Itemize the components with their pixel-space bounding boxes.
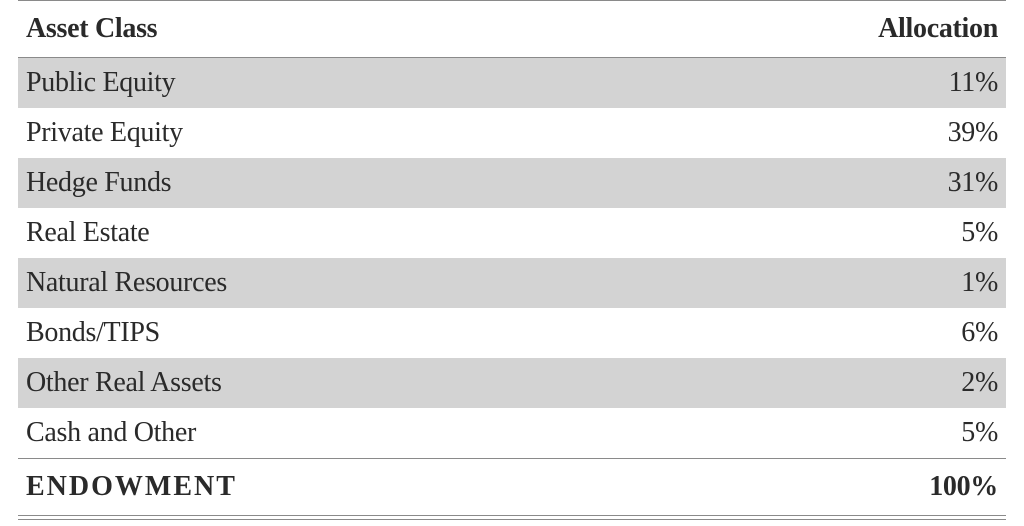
table-body: Public Equity11%Private Equity39%Hedge F… [18, 58, 1006, 459]
cell-allocation: 2% [636, 358, 1006, 408]
cell-allocation: 1% [636, 258, 1006, 308]
footer-label: ENDOWMENT [18, 459, 636, 516]
table-row: Real Estate5% [18, 208, 1006, 258]
cell-allocation: 31% [636, 158, 1006, 208]
col-header-asset-class: Asset Class [18, 1, 636, 58]
cell-asset-class: Bonds/TIPS [18, 308, 636, 358]
footer-total: 100% [636, 459, 1006, 516]
cell-asset-class: Private Equity [18, 108, 636, 158]
table-header-row: Asset Class Allocation [18, 1, 1006, 58]
cell-asset-class: Real Estate [18, 208, 636, 258]
table-row: Hedge Funds31% [18, 158, 1006, 208]
cell-allocation: 6% [636, 308, 1006, 358]
cell-allocation: 5% [636, 208, 1006, 258]
cell-asset-class: Hedge Funds [18, 158, 636, 208]
table-row: Bonds/TIPS6% [18, 308, 1006, 358]
double-rule [18, 515, 1006, 520]
cell-allocation: 11% [636, 58, 1006, 109]
cell-asset-class: Natural Resources [18, 258, 636, 308]
table-footer-row: ENDOWMENT 100% [18, 459, 1006, 516]
table-row: Public Equity11% [18, 58, 1006, 109]
table-row: Cash and Other5% [18, 408, 1006, 459]
allocation-table-container: Asset Class Allocation Public Equity11%P… [0, 0, 1024, 520]
table-row: Private Equity39% [18, 108, 1006, 158]
table-row: Natural Resources1% [18, 258, 1006, 308]
cell-allocation: 5% [636, 408, 1006, 459]
cell-asset-class: Cash and Other [18, 408, 636, 459]
allocation-table: Asset Class Allocation Public Equity11%P… [18, 0, 1006, 515]
table-row: Other Real Assets2% [18, 358, 1006, 408]
cell-asset-class: Public Equity [18, 58, 636, 109]
cell-allocation: 39% [636, 108, 1006, 158]
cell-asset-class: Other Real Assets [18, 358, 636, 408]
col-header-allocation: Allocation [636, 1, 1006, 58]
